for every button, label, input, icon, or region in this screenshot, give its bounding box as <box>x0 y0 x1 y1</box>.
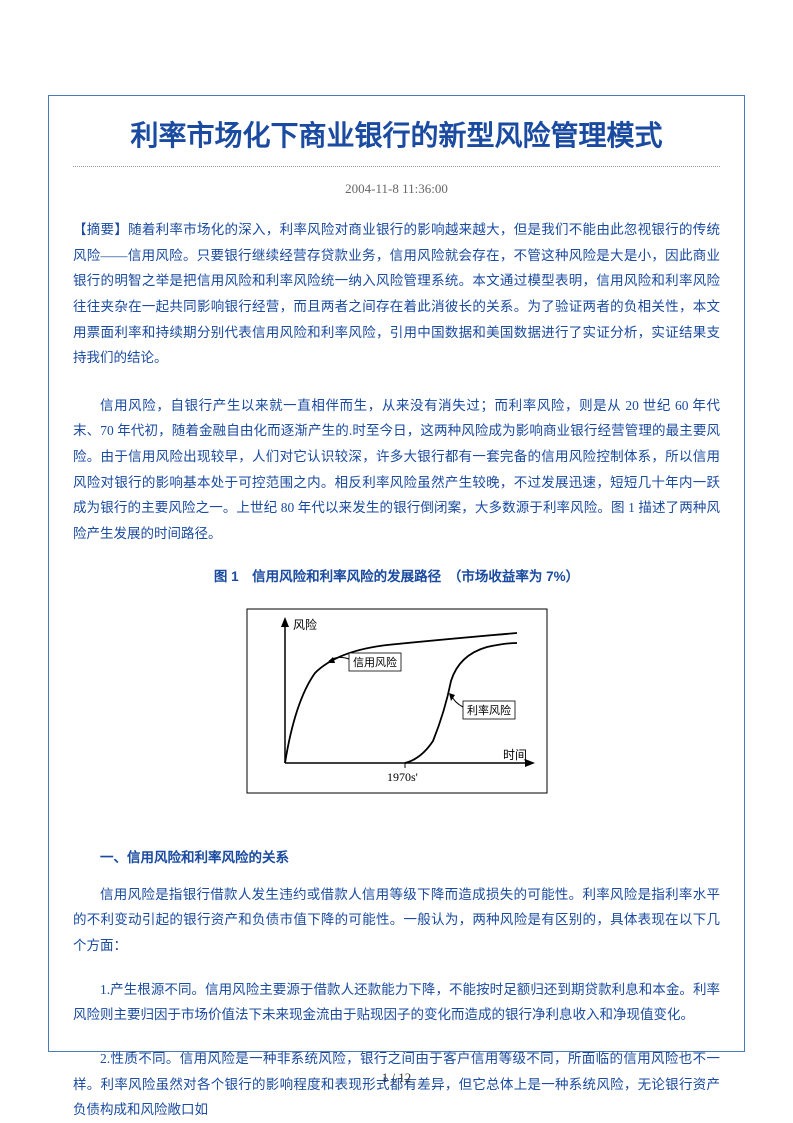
figure-1-container: 风险 时间 1970s' 信用风险 利率风险 <box>73 601 720 806</box>
body-paragraph-2: 信用风险是指银行借款人发生违约或借款人信用等级下降而造成损失的可能性。利率风险是… <box>73 882 720 959</box>
document-title: 利率市场化下商业银行的新型风险管理模式 <box>73 114 720 154</box>
page-content-frame: 利率市场化下商业银行的新型风险管理模式 2004-11-8 11:36:00 【… <box>48 95 745 1052</box>
chart-x-label: 时间 <box>503 748 527 762</box>
section-1-heading: 一、信用风险和利率风险的关系 <box>73 846 720 866</box>
figure-1-chart: 风险 时间 1970s' 信用风险 利率风险 <box>237 601 557 801</box>
body-paragraph-1: 信用风险，自银行产生以来就一直相伴而生，从来没有消失过；而利率风险，则是从 20… <box>73 393 720 547</box>
publish-date: 2004-11-8 11:36:00 <box>73 181 720 197</box>
page-number: 1 / 12 <box>0 1070 793 1086</box>
chart-x-tick: 1970s' <box>387 770 418 784</box>
title-divider <box>73 166 720 167</box>
figure-1-caption: 图 1 信用风险和利率风险的发展路径 （市场收益率为 7%） <box>73 565 720 585</box>
chart-curve1-label: 信用风险 <box>353 655 397 669</box>
body-paragraph-3: 1.产生根源不同。信用风险主要源于借款人还款能力下降，不能按时足额归还到期贷款利… <box>73 977 720 1028</box>
abstract-paragraph: 【摘要】随着利率市场化的深入，利率风险对商业银行的影响越来越大，但是我们不能由此… <box>73 217 720 371</box>
chart-y-label: 风险 <box>293 617 317 632</box>
chart-curve2-label: 利率风险 <box>467 703 511 717</box>
